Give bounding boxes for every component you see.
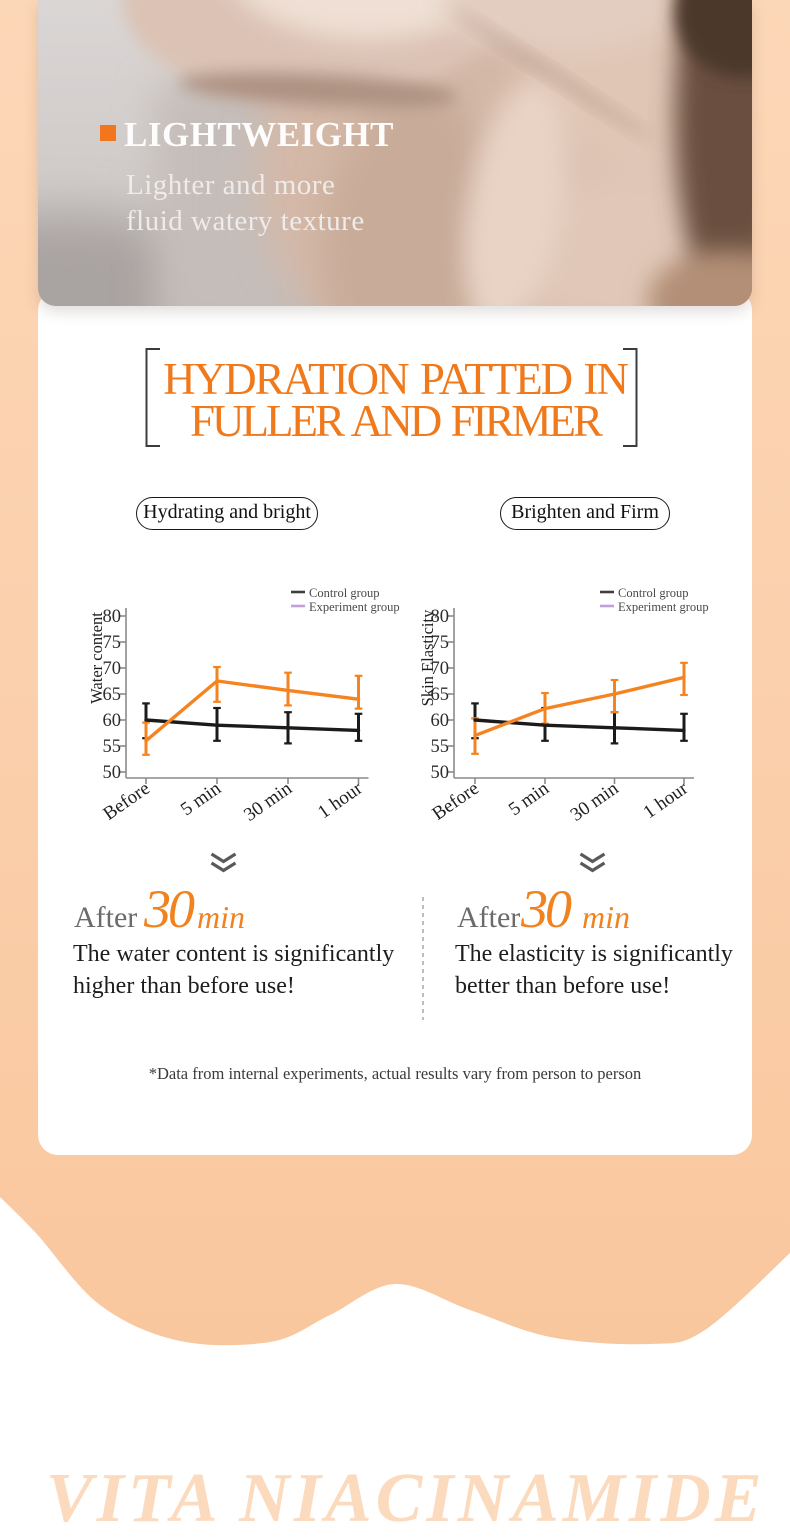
- svg-text:60: 60: [431, 711, 450, 731]
- svg-text:Control group: Control group: [618, 586, 688, 600]
- svg-text:1 hour: 1 hour: [640, 778, 693, 824]
- svg-text:75: 75: [103, 633, 122, 653]
- svg-text:5 min: 5 min: [505, 778, 553, 821]
- svg-text:50: 50: [431, 763, 450, 783]
- svg-text:1 hour: 1 hour: [314, 778, 367, 824]
- svg-text:5 min: 5 min: [177, 778, 225, 821]
- svg-text:30 min: 30 min: [240, 778, 296, 826]
- svg-text:Experiment group: Experiment group: [618, 600, 709, 614]
- svg-text:30 min: 30 min: [567, 778, 623, 826]
- svg-text:Experiment group: Experiment group: [309, 600, 400, 614]
- svg-text:80: 80: [103, 607, 122, 627]
- svg-text:70: 70: [431, 659, 450, 679]
- svg-text:80: 80: [431, 607, 450, 627]
- svg-text:Control group: Control group: [309, 586, 379, 600]
- svg-text:70: 70: [103, 659, 122, 679]
- svg-text:55: 55: [431, 737, 450, 757]
- svg-text:Before: Before: [99, 778, 153, 825]
- svg-text:75: 75: [431, 633, 450, 653]
- svg-text:50: 50: [103, 763, 122, 783]
- svg-text:55: 55: [103, 737, 122, 757]
- svg-text:Water content: Water content: [87, 612, 106, 704]
- svg-text:65: 65: [431, 685, 450, 705]
- svg-text:Skin Elasticity: Skin Elasticity: [418, 609, 437, 706]
- svg-text:60: 60: [103, 711, 122, 731]
- svg-text:Before: Before: [428, 778, 482, 825]
- svg-text:65: 65: [103, 685, 122, 705]
